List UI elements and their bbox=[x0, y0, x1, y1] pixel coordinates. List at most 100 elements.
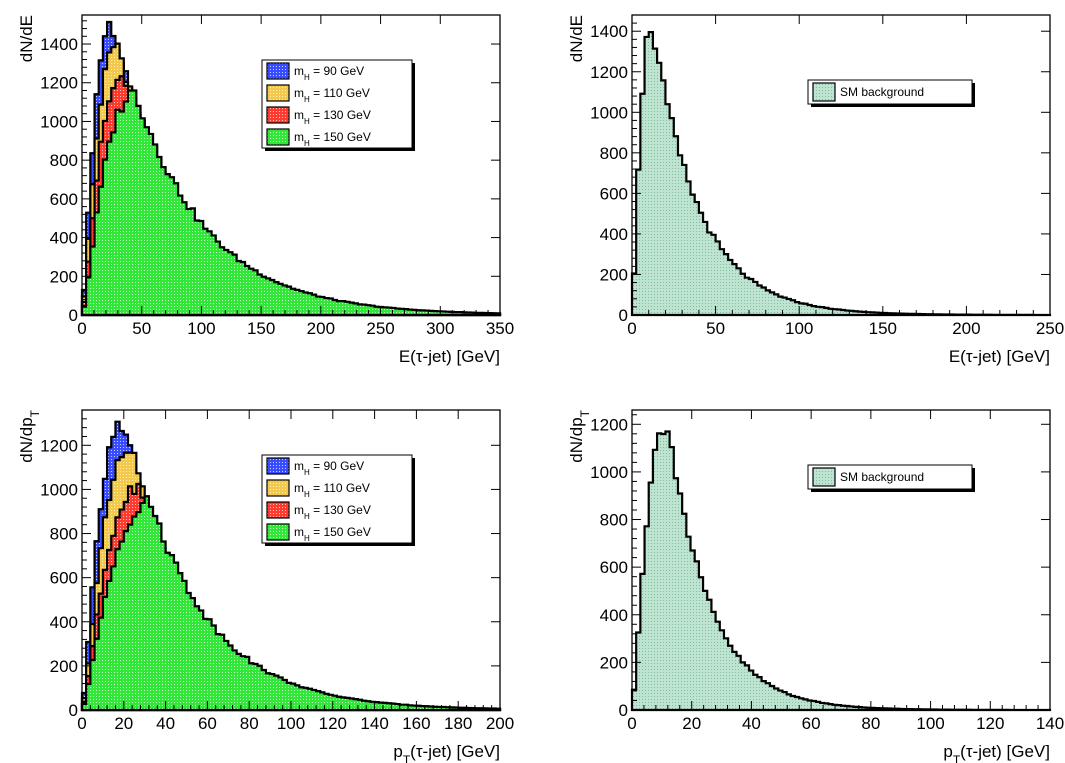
legend-swatch-h150 bbox=[266, 523, 290, 541]
legend-swatch-h110 bbox=[266, 479, 290, 497]
y-tick-label: 400 bbox=[50, 229, 78, 248]
x-tick-label: 0 bbox=[77, 714, 86, 733]
x-axis-title: E(τ-jet) [GeV] bbox=[949, 347, 1050, 366]
x-tick-label: 150 bbox=[247, 319, 275, 338]
y-tick-label: 1400 bbox=[590, 22, 628, 41]
legend: mH = 90 GeV mH = 110 GeV mH = 130 GeV mH = … bbox=[261, 59, 415, 151]
x-axis-title: pT(τ-jet) [GeV] bbox=[943, 742, 1050, 763]
legend-swatch-h150 bbox=[266, 128, 290, 146]
y-tick-label: 200 bbox=[600, 265, 628, 284]
y-axis-title: dN/dpT bbox=[567, 409, 592, 462]
legend-label-h110: mH = 110 GeV bbox=[294, 481, 370, 499]
x-tick-label: 0 bbox=[77, 319, 86, 338]
y-axis-title: dN/dE bbox=[17, 15, 36, 62]
plot-frame bbox=[81, 14, 501, 316]
y-tick-label: 200 bbox=[50, 657, 78, 676]
x-tick-label: 120 bbox=[976, 714, 1004, 733]
legend: SM background bbox=[807, 79, 975, 107]
y-tick-label: 200 bbox=[600, 653, 628, 672]
legend: SM background bbox=[807, 464, 975, 492]
x-tick-label: 200 bbox=[307, 319, 335, 338]
y-tick-label: 800 bbox=[50, 525, 78, 544]
x-tick-label: 350 bbox=[486, 319, 514, 338]
x-tick-label: 100 bbox=[277, 714, 305, 733]
x-tick-label: 20 bbox=[682, 714, 701, 733]
x-tick-label: 80 bbox=[861, 714, 880, 733]
y-tick-label: 1000 bbox=[590, 463, 628, 482]
legend-label-h90: mH = 90 GeV bbox=[294, 459, 364, 477]
legend-label-bkg: SM background bbox=[840, 85, 924, 99]
x-tick-label: 60 bbox=[198, 714, 217, 733]
y-tick-label: 1200 bbox=[590, 415, 628, 434]
series-bkg-histogram bbox=[630, 30, 1052, 317]
x-tick-label: 100 bbox=[187, 319, 215, 338]
y-tick-label: 1000 bbox=[40, 112, 78, 131]
legend: mH = 90 GeV mH = 110 GeV mH = 130 GeV mH = … bbox=[261, 454, 415, 546]
legend-swatch-bkg bbox=[812, 82, 836, 102]
x-tick-label: 120 bbox=[319, 714, 347, 733]
x-axis-title: E(τ-jet) [GeV] bbox=[399, 347, 500, 366]
legend-swatch-h110 bbox=[266, 84, 290, 102]
x-tick-label: 140 bbox=[360, 714, 388, 733]
x-tick-label: 0 bbox=[627, 714, 636, 733]
legend-label-h130: mH = 130 GeV bbox=[294, 108, 371, 126]
legend-label-h150: mH = 150 GeV bbox=[294, 130, 371, 148]
legend-label-bkg: SM background bbox=[840, 470, 924, 484]
y-tick-label: 800 bbox=[600, 144, 628, 163]
x-tick-label: 50 bbox=[132, 319, 151, 338]
y-tick-label: 200 bbox=[50, 267, 78, 286]
y-tick-label: 600 bbox=[50, 190, 78, 209]
legend-label-h150: mH = 150 GeV bbox=[294, 525, 371, 543]
legend-swatch-h90 bbox=[266, 457, 290, 475]
y-tick-label: 800 bbox=[50, 151, 78, 170]
x-tick-label: 200 bbox=[486, 714, 514, 733]
plot-frame bbox=[631, 409, 1051, 711]
legend-label-h110: mH = 110 GeV bbox=[294, 86, 370, 104]
y-tick-label: 0 bbox=[69, 306, 78, 325]
y-tick-label: 400 bbox=[600, 606, 628, 625]
x-tick-label: 200 bbox=[952, 319, 980, 338]
y-tick-label: 600 bbox=[50, 569, 78, 588]
y-tick-label: 400 bbox=[600, 225, 628, 244]
y-tick-label: 1000 bbox=[40, 480, 78, 499]
x-tick-label: 100 bbox=[916, 714, 944, 733]
y-tick-label: 1200 bbox=[40, 74, 78, 93]
panel-pt-background: 0 20 40 60 80 100 120 140 0 200 400 600 800 1000 1200 p… bbox=[567, 409, 1064, 763]
y-tick-label: 0 bbox=[619, 306, 628, 325]
x-tick-label: 150 bbox=[869, 319, 897, 338]
panel-energy-background: 0 50 100 150 200 250 0 200 400 600 800 1000 1200 1400… bbox=[567, 14, 1064, 366]
y-tick-label: 0 bbox=[69, 701, 78, 720]
x-tick-label: 100 bbox=[785, 319, 813, 338]
x-tick-label: 160 bbox=[402, 714, 430, 733]
x-tick-label: 80 bbox=[240, 714, 259, 733]
x-tick-label: 300 bbox=[426, 319, 454, 338]
y-axis-title: dN/dE bbox=[567, 15, 586, 62]
x-tick-label: 20 bbox=[114, 714, 133, 733]
y-tick-label: 1200 bbox=[40, 436, 78, 455]
y-tick-label: 600 bbox=[600, 184, 628, 203]
legend-label-h130: mH = 130 GeV bbox=[294, 503, 371, 521]
y-tick-label: 400 bbox=[50, 613, 78, 632]
y-tick-label: 1200 bbox=[590, 63, 628, 82]
plot-frame bbox=[631, 14, 1051, 316]
x-tick-label: 250 bbox=[366, 319, 394, 338]
x-tick-label: 140 bbox=[1036, 714, 1064, 733]
y-tick-label: 600 bbox=[600, 558, 628, 577]
x-tick-label: 250 bbox=[1036, 319, 1064, 338]
x-axis-title: pT(τ-jet) [GeV] bbox=[393, 742, 500, 763]
y-axis-title: dN/dpT bbox=[17, 409, 42, 462]
x-tick-label: 180 bbox=[444, 714, 472, 733]
legend-swatch-h130 bbox=[266, 106, 290, 124]
legend-swatch-h90 bbox=[266, 62, 290, 80]
x-tick-label: 40 bbox=[156, 714, 175, 733]
y-tick-label: 1000 bbox=[590, 103, 628, 122]
legend-swatch-bkg bbox=[812, 467, 836, 487]
y-tick-label: 800 bbox=[600, 511, 628, 530]
x-tick-label: 50 bbox=[706, 319, 725, 338]
x-tick-label: 60 bbox=[802, 714, 821, 733]
x-tick-label: 0 bbox=[627, 319, 636, 338]
legend-label-h90: mH = 90 GeV bbox=[294, 64, 364, 82]
x-tick-label: 40 bbox=[742, 714, 761, 733]
panel-energy-signal: 0 50 100 150 200 250 300 350 0 200 400 600 800 1000 12… bbox=[17, 14, 514, 366]
